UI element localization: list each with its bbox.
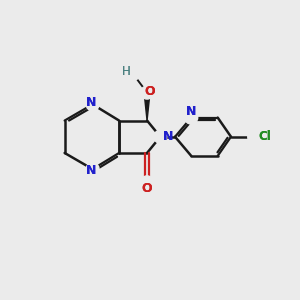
Text: N: N xyxy=(163,130,173,143)
Text: N: N xyxy=(86,164,96,177)
Text: N: N xyxy=(86,96,96,110)
Text: O: O xyxy=(145,85,155,98)
Circle shape xyxy=(86,163,99,176)
Text: N: N xyxy=(86,164,96,177)
Text: N: N xyxy=(86,96,96,110)
Circle shape xyxy=(154,130,167,143)
Text: O: O xyxy=(142,182,152,195)
Circle shape xyxy=(86,98,99,111)
Text: H: H xyxy=(122,65,131,79)
Circle shape xyxy=(128,70,139,80)
Circle shape xyxy=(248,128,264,145)
Text: N: N xyxy=(163,130,173,143)
Text: N: N xyxy=(186,105,196,118)
Text: Cl: Cl xyxy=(259,130,271,143)
Text: H: H xyxy=(122,65,131,79)
Polygon shape xyxy=(144,93,150,121)
Text: O: O xyxy=(142,182,152,195)
Circle shape xyxy=(141,176,154,189)
Circle shape xyxy=(141,86,154,99)
Text: O: O xyxy=(145,85,155,98)
Text: N: N xyxy=(186,105,196,118)
Text: Cl: Cl xyxy=(259,130,271,143)
Circle shape xyxy=(185,111,198,124)
